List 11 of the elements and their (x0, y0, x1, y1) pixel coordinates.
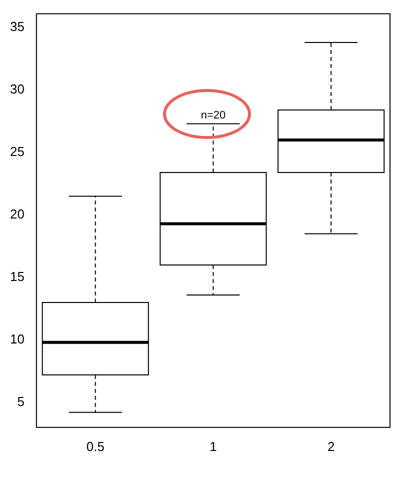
x-tick-label: 1 (210, 438, 217, 454)
y-tick-label: 30 (10, 82, 24, 97)
y-tick-label: 5 (17, 394, 24, 409)
y-tick-label: 25 (10, 144, 24, 160)
y-tick-label: 10 (10, 332, 24, 347)
x-tick-label: 0.5 (86, 438, 104, 454)
y-tick-label: 35 (10, 19, 24, 34)
annotation: n=20 (200, 109, 226, 122)
y-tick-label: 15 (10, 269, 24, 284)
y-tick-label: 20 (10, 206, 24, 222)
x-tick-label: 2 (327, 438, 335, 454)
